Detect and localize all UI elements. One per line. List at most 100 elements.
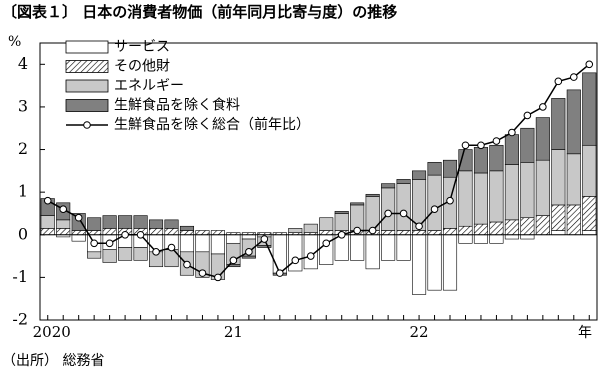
bar-segment [458,225,473,236]
bar-segment [133,215,148,229]
line-marker [276,269,284,277]
bar-segment [566,204,581,236]
bar-segment [87,251,102,259]
bar-segment [489,234,504,244]
bar-segment [520,234,535,240]
bar-segment [164,228,179,236]
line-marker [229,256,238,265]
bar-segment [381,187,396,231]
legend-label: エネルギー [114,78,184,94]
bar-segment [56,228,71,236]
bar-segment [442,234,458,291]
bar-segment [334,211,349,214]
line-marker [291,256,300,265]
y-tick-label: 4 [18,54,28,73]
legend-label: 生鮮食品を除く総合（前年比） [114,116,310,133]
bar-segment [350,234,365,261]
legend-swatch [65,40,109,54]
legend-swatch [65,79,109,93]
line-marker [415,222,423,231]
line-marker [585,60,594,69]
bar-segment [102,228,117,236]
bar-segment [195,230,210,236]
legend-marker [83,121,91,129]
line-marker [539,103,547,111]
y-tick-label: 3 [18,96,28,115]
line-marker [167,243,176,252]
y-tick-label: 0 [18,224,28,243]
source: （出所） 総務省 [2,353,104,369]
bar-segment [381,230,396,236]
bar-segment [504,134,519,165]
bar-segment [179,225,195,231]
line-marker [353,226,361,235]
legend-swatch [65,99,109,112]
bar-segment [87,217,102,231]
bar-segment [164,219,179,229]
bar-segment [319,230,334,236]
line-marker [446,196,454,205]
line-marker [121,230,129,239]
bar-segment [102,249,117,263]
bar-segment [582,196,597,231]
bar-segment [427,230,442,236]
legend-label: その他財 [114,59,170,75]
line-marker [90,239,98,248]
line-marker [183,260,191,269]
bar-segment [442,228,458,236]
bar-segment [489,221,504,236]
line-marker [477,141,485,150]
bar-segment [582,144,597,197]
bar-segment [412,170,427,180]
bar-segment [334,234,349,261]
bar-segment [118,215,133,229]
bar-segment [473,223,488,236]
y-tick-label: -2 [12,310,28,329]
bar-segment [473,147,488,174]
bar-segment [365,193,380,197]
legend-label: 生鮮食品を除く食料 [114,97,240,114]
line-marker [554,77,563,86]
bar-segment [412,234,427,295]
bar-segment [396,234,411,261]
line-marker [322,239,331,248]
bar-segment [226,234,241,244]
y-unit: % [8,34,21,50]
chart-title: 〔図表１〕 日本の消費者物価（前年同月比寄与度）の推移 [2,3,397,21]
bar-segment [458,234,473,244]
bar-segment [566,153,581,206]
line-marker [105,239,114,248]
y-tick-label: -1 [12,267,28,286]
bar-segment [412,230,427,236]
x-tick-label: 22 [410,323,429,341]
line-marker [523,111,532,120]
bar-segment [71,234,86,242]
bar-segment [427,234,442,291]
bar-segment [334,213,349,231]
bar-segment [566,89,581,155]
line-marker [337,230,346,239]
bar-segment [195,234,210,253]
bar-segment [241,255,256,259]
bar-segment [319,234,334,265]
line-marker [245,248,253,256]
bar-segment [133,247,148,261]
x-unit: 年 [578,325,592,341]
line-marker [430,205,439,213]
bar-segment [396,183,411,231]
bar-segment [102,215,117,229]
line-marker [136,230,145,239]
bar-segment [396,179,411,184]
bar-segment [427,162,442,176]
line-marker [152,248,160,256]
bar-segment [350,202,365,206]
line-marker [43,196,52,205]
bar-segment [535,215,550,236]
bar-segment [442,159,458,178]
bar-segment [551,204,566,231]
bar-segment [288,228,303,233]
bar-segment [551,149,566,206]
bar-segment [71,230,86,236]
bar-segment [396,230,411,236]
